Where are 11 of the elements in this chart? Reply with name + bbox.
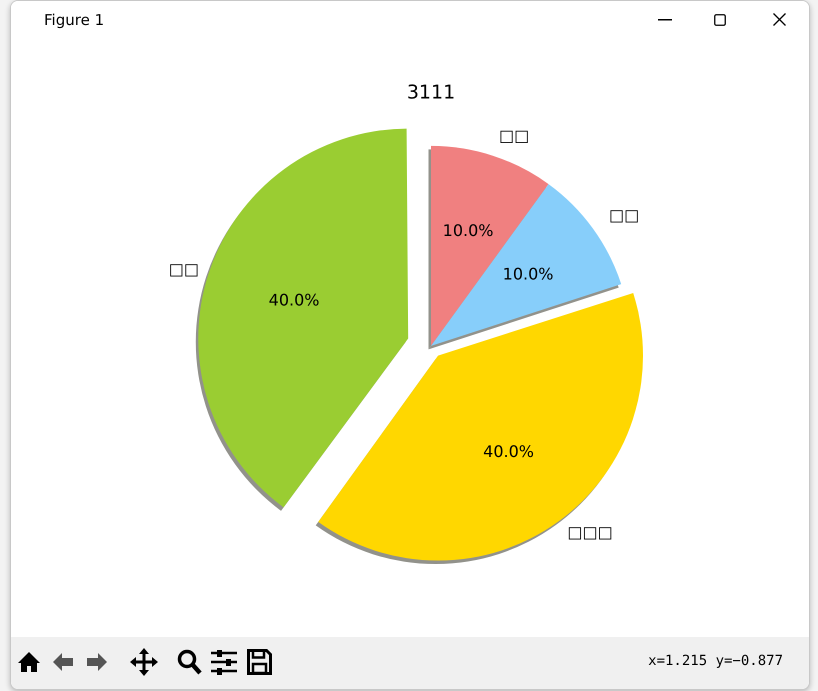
slice-label: □□□ [567, 522, 613, 542]
data-label: 40.0% [268, 290, 320, 310]
data-label: 10.0% [442, 220, 494, 240]
data-label: 10.0% [502, 264, 554, 284]
data-label: 40.0% [483, 442, 534, 461]
slice-label: □□ [168, 260, 199, 279]
chart-title: 3111 [406, 81, 456, 104]
slice-label: □□ [608, 206, 640, 225]
slice-label: □□ [498, 126, 530, 145]
text: x=1.215 y=−0.877 [648, 653, 783, 669]
caption: Figure 1 [44, 11, 104, 29]
